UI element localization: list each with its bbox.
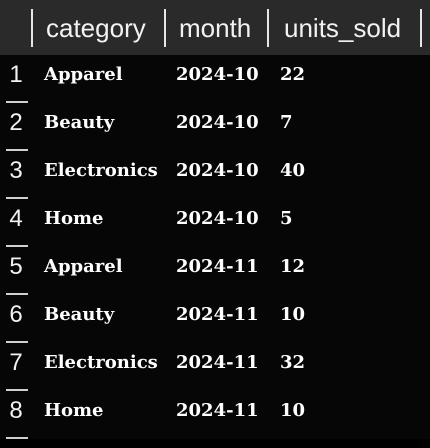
cell-month[interactable]: 2024-11 bbox=[176, 304, 259, 325]
row-number[interactable]: 3 bbox=[9, 157, 23, 184]
cell-units-sold[interactable]: 40 bbox=[280, 160, 306, 181]
cell-category[interactable]: Electronics bbox=[44, 160, 158, 181]
row-divider bbox=[6, 437, 28, 439]
table-row[interactable]: 2 Beauty 2024-10 7 bbox=[0, 103, 430, 151]
row-number[interactable]: 6 bbox=[9, 301, 23, 328]
cell-month[interactable]: 2024-11 bbox=[176, 352, 259, 373]
cell-units-sold[interactable]: 10 bbox=[280, 400, 306, 421]
table-row[interactable]: 7 Electronics 2024-11 32 bbox=[0, 343, 430, 391]
table-row[interactable]: 6 Beauty 2024-11 10 bbox=[0, 295, 430, 343]
header-corner bbox=[0, 0, 32, 55]
cell-units-sold[interactable]: 7 bbox=[280, 112, 293, 133]
table-row[interactable]: 3 Electronics 2024-10 40 bbox=[0, 151, 430, 199]
column-separator[interactable] bbox=[267, 9, 269, 47]
row-number[interactable]: 7 bbox=[9, 349, 23, 376]
cell-category[interactable]: Home bbox=[44, 400, 104, 421]
cell-category[interactable]: Electronics bbox=[44, 352, 158, 373]
cell-month[interactable]: 2024-11 bbox=[176, 256, 259, 277]
cell-category[interactable]: Apparel bbox=[44, 256, 123, 277]
table-row[interactable]: 4 Home 2024-10 5 bbox=[0, 199, 430, 247]
row-number[interactable]: 2 bbox=[9, 109, 23, 136]
row-number[interactable]: 8 bbox=[9, 397, 23, 424]
cell-category[interactable]: Apparel bbox=[44, 64, 123, 85]
column-header-category[interactable]: category bbox=[46, 13, 146, 43]
column-separator[interactable] bbox=[164, 9, 166, 47]
cell-category[interactable]: Home bbox=[44, 208, 104, 229]
row-number[interactable]: 5 bbox=[9, 253, 23, 280]
cell-month[interactable]: 2024-11 bbox=[176, 400, 259, 421]
cell-month[interactable]: 2024-10 bbox=[176, 64, 259, 85]
cell-units-sold[interactable]: 5 bbox=[280, 208, 293, 229]
column-header-month[interactable]: month bbox=[179, 13, 252, 43]
cell-units-sold[interactable]: 10 bbox=[280, 304, 306, 325]
cell-units-sold[interactable]: 12 bbox=[280, 256, 306, 277]
row-divider bbox=[6, 149, 28, 151]
row-divider bbox=[6, 245, 28, 247]
column-header-units-sold[interactable]: units_sold bbox=[284, 13, 402, 43]
cell-month[interactable]: 2024-10 bbox=[176, 112, 259, 133]
cell-units-sold[interactable]: 22 bbox=[280, 64, 306, 85]
column-separator[interactable] bbox=[31, 9, 33, 47]
cell-category[interactable]: Beauty bbox=[44, 112, 115, 133]
table-row[interactable]: 5 Apparel 2024-11 12 bbox=[0, 247, 430, 295]
row-divider bbox=[6, 341, 28, 343]
row-number[interactable]: 4 bbox=[9, 205, 23, 232]
cell-month[interactable]: 2024-10 bbox=[176, 160, 259, 181]
row-divider bbox=[6, 293, 28, 295]
cell-month[interactable]: 2024-10 bbox=[176, 208, 259, 229]
row-divider bbox=[6, 389, 28, 391]
row-number[interactable]: 1 bbox=[9, 61, 23, 88]
grid-header: category month units_sold bbox=[0, 0, 430, 55]
cell-category[interactable]: Beauty bbox=[44, 304, 115, 325]
table-row[interactable]: 1 Apparel 2024-10 22 bbox=[0, 55, 430, 103]
table-row[interactable]: 8 Home 2024-11 10 bbox=[0, 391, 430, 439]
cell-units-sold[interactable]: 32 bbox=[280, 352, 306, 373]
row-divider bbox=[6, 101, 28, 103]
row-divider bbox=[6, 197, 28, 199]
column-separator[interactable] bbox=[420, 9, 422, 47]
